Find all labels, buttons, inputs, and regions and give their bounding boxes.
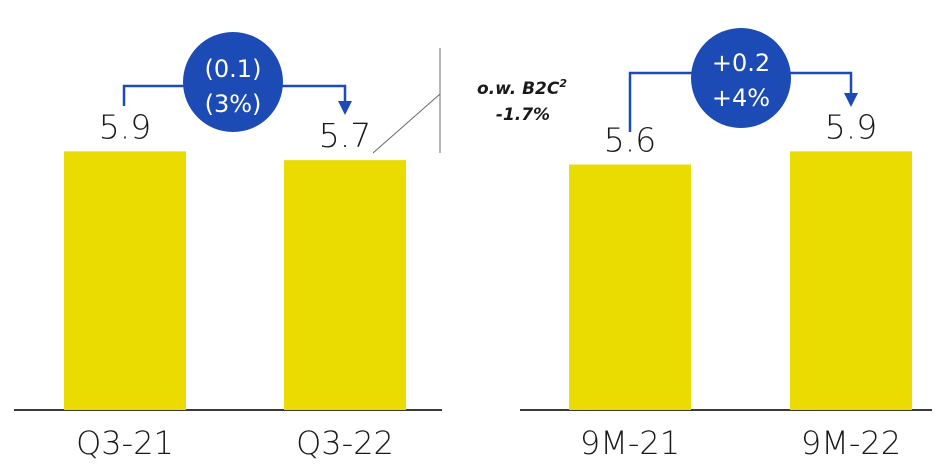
annotation-b2c-text: o.w. B2C bbox=[477, 79, 560, 99]
change-badge-9m bbox=[691, 28, 791, 128]
bar-9m-22 bbox=[790, 151, 912, 410]
bar-q3-21 bbox=[64, 151, 186, 410]
category-label-9m-22: 9M-22 bbox=[801, 424, 901, 462]
annotation-b2c-change: -1.7% bbox=[496, 105, 550, 125]
change-badge-percent-9m: +4% bbox=[712, 84, 770, 112]
change-badge-absolute-9m: +0.2 bbox=[712, 49, 770, 77]
value-label-q3-21: 5.9 bbox=[99, 107, 151, 146]
category-label-9m-21: 9M-21 bbox=[580, 424, 680, 462]
bar-q3-22 bbox=[284, 160, 406, 410]
change-badge-q3 bbox=[183, 32, 283, 132]
annotation-b2c: o.w. B2C2 bbox=[477, 77, 567, 99]
annotation-b2c-sup: 2 bbox=[559, 77, 567, 90]
bar-9m-21 bbox=[569, 164, 691, 410]
change-badge-percent-q3: (3%) bbox=[205, 90, 262, 118]
chart-panel-q3: 5.9 5.7 Q3-21 Q3-22 (0.1) (3%) o.w. B2C2… bbox=[14, 32, 567, 462]
category-label-q3-21: Q3-21 bbox=[76, 424, 174, 462]
category-label-q3-22: Q3-22 bbox=[296, 424, 394, 462]
change-badge-absolute-q3: (0.1) bbox=[205, 55, 262, 83]
value-label-9m-22: 5.9 bbox=[825, 107, 877, 146]
change-arrowhead-q3 bbox=[338, 101, 352, 115]
chart-panel-9m: 5.6 5.9 9M-21 9M-22 +0.2 +4% bbox=[520, 28, 932, 462]
change-arrowhead-9m bbox=[844, 93, 858, 107]
annotation-leader-line bbox=[372, 93, 441, 154]
value-label-q3-22: 5.7 bbox=[319, 116, 371, 155]
